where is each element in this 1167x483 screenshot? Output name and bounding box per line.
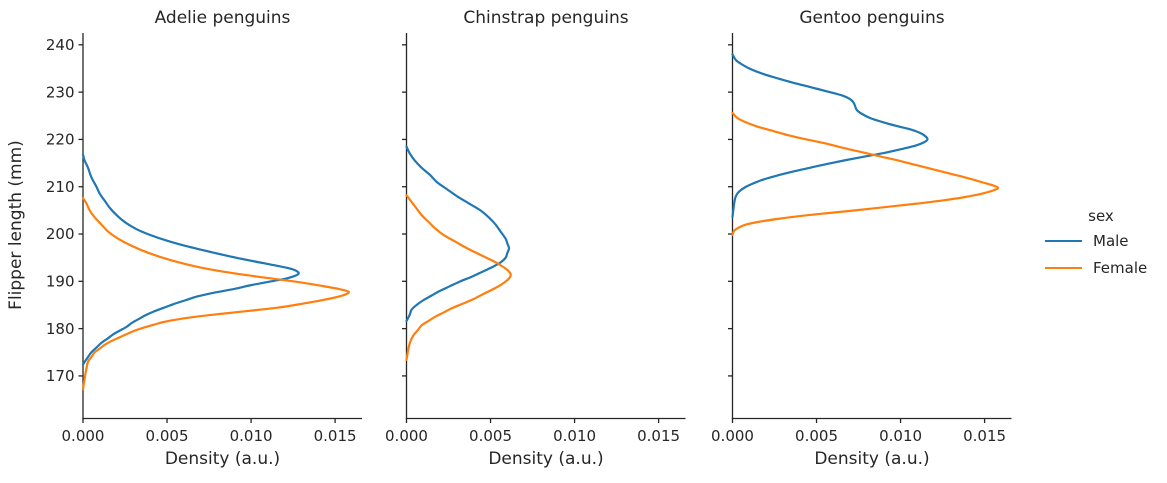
- legend-entry-label: Female: [1093, 258, 1148, 277]
- legend-line-swatch: [1045, 266, 1082, 269]
- male-density-curve: [405, 145, 511, 323]
- y-tick-label: 210: [46, 178, 75, 196]
- x-tick-label: 0.000: [385, 427, 428, 445]
- legend-entry-male: Male: [1045, 228, 1157, 255]
- facet-panel-adelie: 170 180 190 200 210 220 230 240 0.000 0.005 0.010 0…: [46, 33, 362, 445]
- facet-panel-chinstrap: 0.000 0.005 0.010 0.015: [385, 33, 686, 445]
- legend-entry-label: Male: [1093, 232, 1129, 251]
- legend-title: sex: [1088, 207, 1114, 225]
- legend: sex Male Female: [1045, 204, 1157, 281]
- y-tick-label: 190: [46, 273, 75, 291]
- male-density-curve: [731, 53, 929, 219]
- legend-line-swatch: [1045, 240, 1082, 243]
- x-tick-label: 0.000: [711, 427, 754, 445]
- x-tick-label: 0.005: [146, 427, 189, 445]
- y-tick-label: 230: [46, 83, 75, 101]
- x-tick-label: 0.005: [795, 427, 838, 445]
- x-tick-label: 0.015: [963, 427, 1006, 445]
- female-density-curve: [81, 196, 350, 391]
- facet-panel-gentoo: 0.000 0.005 0.010 0.015: [711, 33, 1012, 445]
- x-tick-label: 0.005: [469, 427, 512, 445]
- x-tick-label: 0.015: [314, 427, 357, 445]
- y-tick-label: 170: [46, 367, 75, 385]
- legend-entry-female: Female: [1045, 255, 1157, 282]
- y-axis-label: Flipper length (mm): [6, 140, 26, 310]
- x-tick-label: 0.010: [553, 427, 596, 445]
- x-tick-label: 0.010: [230, 427, 273, 445]
- y-tick-label: 200: [46, 225, 75, 243]
- male-density-curve: [81, 153, 300, 366]
- x-axis-label-chinstrap: Density (a.u.): [488, 449, 604, 469]
- x-axis-label-adelie: Density (a.u.): [164, 449, 281, 469]
- female-density-curve: [731, 111, 1000, 237]
- x-tick-label: 0.015: [637, 427, 680, 445]
- x-tick-label: 0.000: [62, 427, 105, 445]
- female-density-curve: [405, 194, 512, 361]
- x-axis-label-gentoo: Density (a.u.): [814, 449, 930, 469]
- y-tick-label: 220: [46, 131, 75, 149]
- y-tick-label: 180: [46, 320, 75, 338]
- facet-title-adelie: Adelie penguins: [154, 8, 291, 28]
- facet-title-gentoo: Gentoo penguins: [799, 8, 945, 28]
- facet-title-chinstrap: Chinstrap penguins: [463, 8, 629, 28]
- x-tick-label: 0.010: [879, 427, 922, 445]
- y-tick-label: 240: [46, 36, 75, 54]
